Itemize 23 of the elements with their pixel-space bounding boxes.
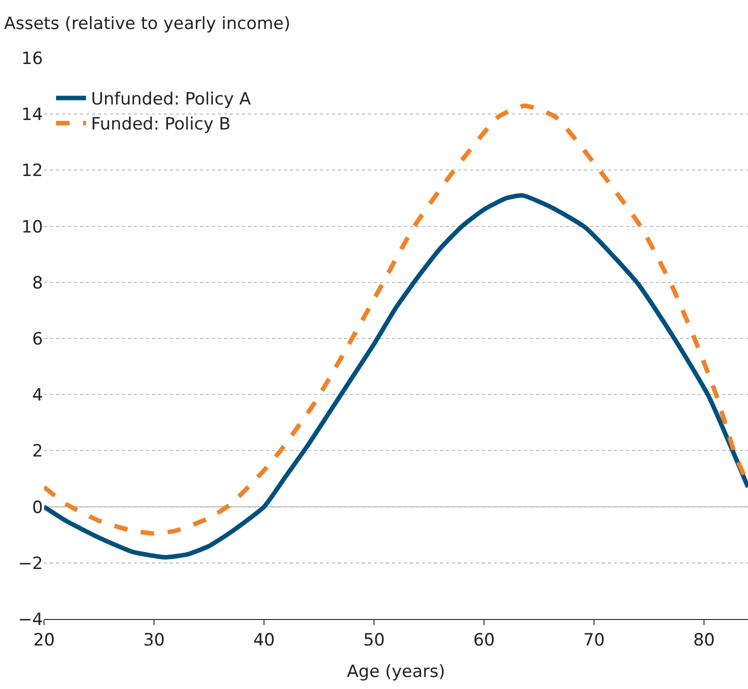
y-tick-label: 12 xyxy=(21,161,43,182)
legend-label: Funded: Policy B xyxy=(91,114,231,135)
y-axis-title: Assets (relative to yearly income) xyxy=(4,14,290,34)
x-tick-label: 50 xyxy=(363,630,385,650)
x-tick-label: 30 xyxy=(143,630,165,650)
y-tick-label: 14 xyxy=(21,105,43,126)
x-tick-label: 70 xyxy=(583,630,605,650)
x-tick-label: 80 xyxy=(693,630,715,650)
y-tick-label: 2 xyxy=(32,442,43,462)
y-tick-label: 8 xyxy=(32,273,43,294)
x-tick-label: 40 xyxy=(253,630,275,650)
y-tick-label: 0 xyxy=(32,498,43,518)
line-series xyxy=(44,193,748,560)
y-tick-label: 16 xyxy=(21,48,43,69)
y-tick-label: 6 xyxy=(32,329,43,350)
x-axis-title: Age (years) xyxy=(346,662,446,682)
y-tick-label: 10 xyxy=(21,217,43,238)
y-tick-label: −2 xyxy=(18,554,43,574)
y-tick-label: −4 xyxy=(18,610,43,630)
x-tick-label: 20 xyxy=(33,630,55,650)
legend-label: Unfunded: Policy A xyxy=(91,90,252,110)
x-tick-label: 60 xyxy=(473,630,495,650)
y-tick-label: 4 xyxy=(32,386,43,406)
